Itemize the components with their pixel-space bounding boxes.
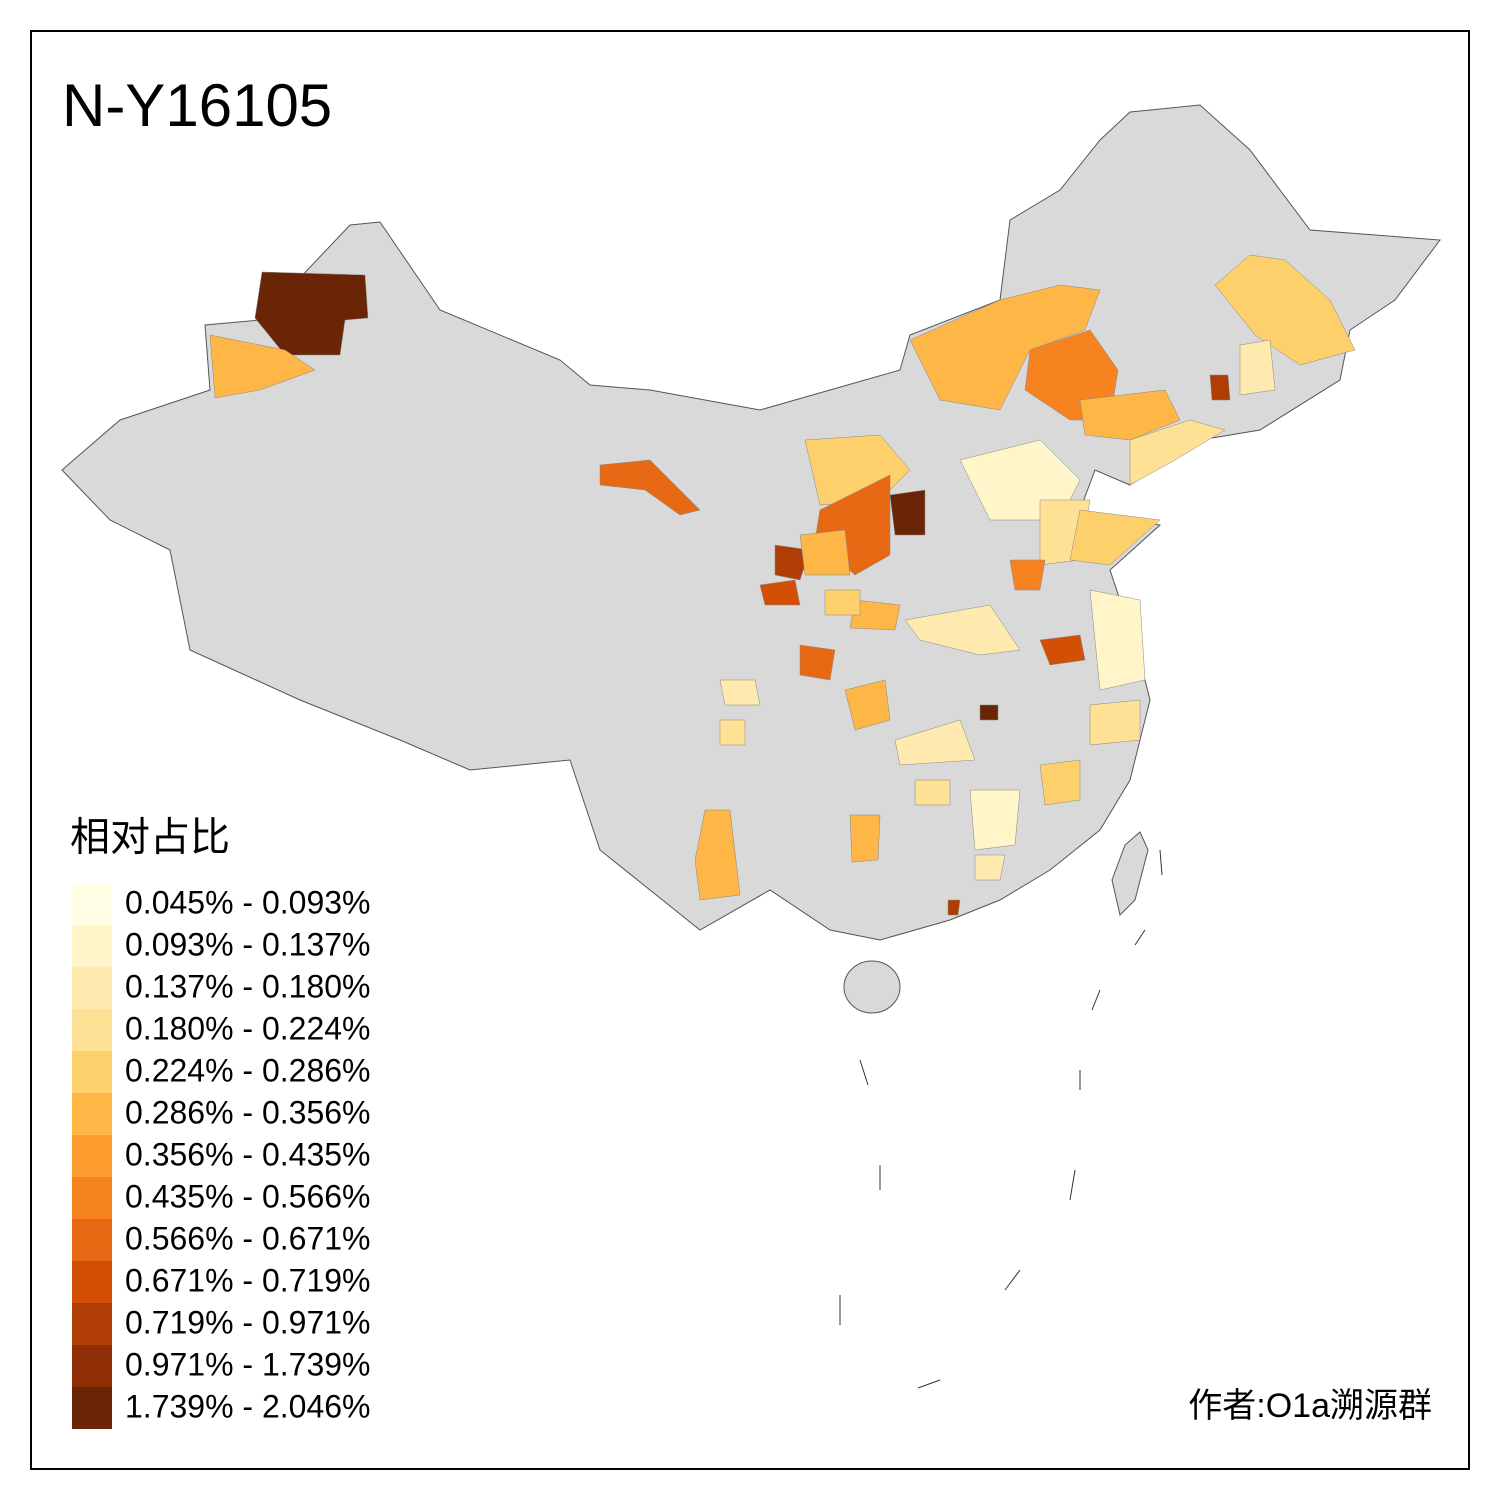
region — [824, 589, 861, 616]
legend-label: 0.566% - 0.671% — [125, 1220, 371, 1256]
region — [1009, 559, 1046, 591]
region — [1129, 419, 1226, 486]
legend-label: 0.671% - 0.719% — [125, 1262, 371, 1298]
region — [1214, 254, 1356, 366]
region — [914, 779, 951, 806]
region — [799, 644, 836, 681]
region — [759, 579, 801, 606]
region — [844, 679, 891, 731]
legend-label: 0.435% - 0.566% — [125, 1178, 371, 1214]
legend-swatch — [72, 1219, 112, 1261]
legend-swatch — [72, 1135, 112, 1177]
legend-label: 0.045% - 0.093% — [125, 884, 371, 920]
legend-label: 0.093% - 0.137% — [125, 926, 371, 962]
legend-label: 0.137% - 0.180% — [125, 968, 371, 1004]
legend-swatch — [72, 1177, 112, 1219]
map-title: N-Y16105 — [62, 72, 332, 139]
legend-label: 0.356% - 0.435% — [125, 1136, 371, 1172]
region — [1039, 759, 1081, 806]
region — [909, 284, 1101, 411]
region — [694, 809, 741, 901]
legend-swatch — [72, 1093, 112, 1135]
region — [969, 789, 1021, 851]
legend-swatch — [72, 1009, 112, 1051]
legend-label: 0.286% - 0.356% — [125, 1094, 371, 1130]
region — [849, 814, 881, 863]
legend-label: 0.971% - 1.739% — [125, 1346, 371, 1382]
legend: 0.045% - 0.093% 0.093% - 0.137% 0.137% - 0… — [72, 883, 371, 1429]
sea-boundary — [839, 849, 1163, 1389]
region — [1209, 374, 1231, 401]
legend-label: 0.224% - 0.286% — [125, 1052, 371, 1088]
region — [894, 719, 976, 766]
region — [1089, 699, 1141, 746]
region — [799, 529, 851, 576]
legend-label: 0.719% - 0.971% — [125, 1304, 371, 1340]
region — [1039, 634, 1086, 666]
legend-swatch — [72, 1387, 112, 1429]
region — [599, 459, 701, 516]
region — [1069, 509, 1161, 566]
region — [947, 899, 961, 916]
region — [849, 599, 901, 631]
region — [774, 544, 811, 581]
legend-swatch — [72, 1261, 112, 1303]
region — [979, 704, 999, 721]
region — [719, 679, 761, 706]
region — [719, 719, 746, 746]
region — [209, 334, 316, 399]
legend-swatch — [72, 883, 112, 925]
map — [61, 104, 1441, 1389]
legend-swatch — [72, 1051, 112, 1093]
region — [889, 489, 926, 536]
legend-label: 1.739% - 2.046% — [125, 1388, 371, 1424]
region — [974, 854, 1006, 881]
island — [1111, 831, 1149, 916]
legend-swatch — [72, 1345, 112, 1387]
region — [904, 604, 1021, 656]
author-credit: 作者:O1a溯源群 — [1188, 1387, 1432, 1425]
region — [1239, 339, 1276, 396]
region — [254, 271, 369, 356]
island — [843, 960, 901, 1014]
legend-swatch — [72, 967, 112, 1009]
region — [1089, 589, 1146, 691]
legend-swatch — [72, 925, 112, 967]
legend-label: 0.180% - 0.224% — [125, 1010, 371, 1046]
region — [1079, 389, 1181, 441]
legend-title: 相对占比 — [70, 816, 230, 860]
legend-swatch — [72, 1303, 112, 1345]
